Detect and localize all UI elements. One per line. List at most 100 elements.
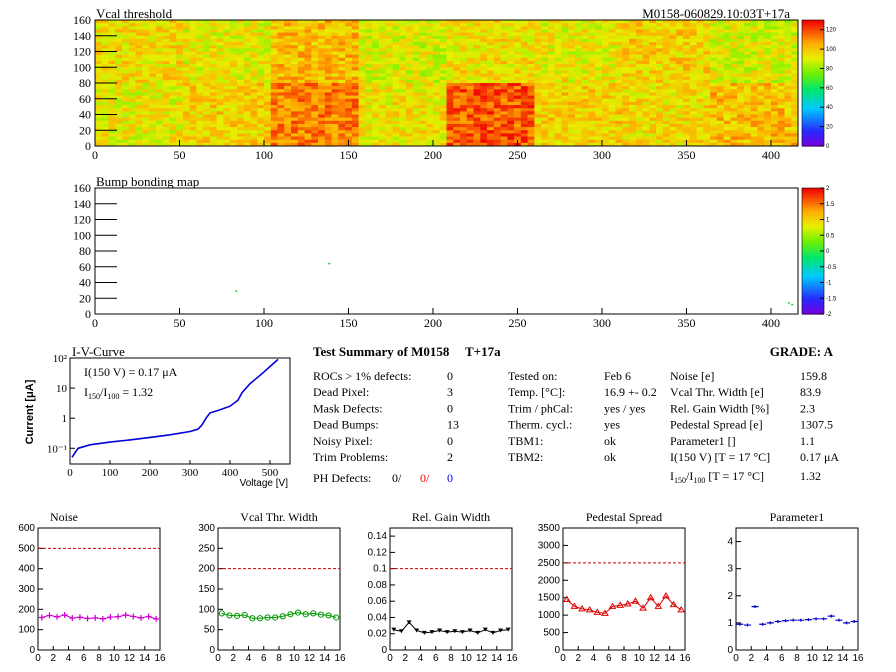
vcal-cell bbox=[291, 60, 299, 65]
vcal-cell bbox=[737, 139, 745, 144]
defect-label: Dead Bumps: bbox=[313, 418, 379, 432]
vcal-cell bbox=[547, 89, 555, 93]
vcal-cell bbox=[311, 120, 319, 125]
vcal-cell bbox=[480, 111, 488, 115]
vcal-cell bbox=[642, 54, 650, 59]
y-tick-label: 0.02 bbox=[368, 629, 388, 640]
vcal-cell bbox=[169, 73, 177, 77]
vcal-cell bbox=[743, 26, 751, 30]
vcal-cell bbox=[595, 123, 603, 128]
vcal-cell bbox=[115, 117, 123, 122]
vcal-cell bbox=[291, 70, 299, 74]
vcal-cell bbox=[419, 86, 427, 90]
y-tick-label: 0.08 bbox=[368, 580, 388, 591]
vcal-cell bbox=[696, 20, 704, 24]
vcal-cell bbox=[203, 105, 211, 109]
vcal-cell bbox=[101, 64, 109, 68]
vcal-cell bbox=[412, 120, 420, 125]
color-scale-step bbox=[802, 106, 824, 109]
vcal-cell bbox=[284, 26, 292, 30]
vcal-cell bbox=[209, 83, 217, 87]
vcal-cell bbox=[466, 76, 474, 81]
vcal-cell bbox=[696, 133, 704, 137]
vcal-cell bbox=[189, 54, 197, 59]
vcal-cell bbox=[223, 45, 231, 49]
vcal-cell bbox=[385, 23, 393, 27]
vcal-cell bbox=[304, 32, 312, 37]
vcal-cell bbox=[588, 130, 596, 134]
vcal-cell bbox=[777, 79, 785, 84]
vcal-cell bbox=[635, 64, 643, 68]
vcal-cell bbox=[791, 86, 799, 90]
vcal-cell bbox=[784, 89, 792, 93]
vcal-cell bbox=[331, 57, 339, 62]
vcal-cell bbox=[291, 42, 299, 46]
vcal-cell bbox=[730, 35, 738, 40]
vcal-cell bbox=[784, 105, 792, 109]
roc-plot-title: Rel. Gain Width bbox=[412, 510, 490, 524]
vcal-cell bbox=[135, 57, 143, 62]
vcal-cell bbox=[574, 76, 582, 81]
data-point bbox=[475, 630, 481, 635]
vcal-cell bbox=[304, 92, 312, 96]
vcal-cell bbox=[574, 114, 582, 118]
vcal-cell bbox=[595, 139, 603, 144]
vcal-cell bbox=[656, 48, 664, 52]
data-point bbox=[69, 615, 76, 622]
vcal-cell bbox=[601, 127, 610, 131]
vcal-cell bbox=[737, 67, 745, 71]
vcal-cell bbox=[412, 95, 420, 100]
vcal-cell bbox=[514, 51, 522, 55]
vcal-cell bbox=[554, 89, 562, 93]
vcal-cell bbox=[743, 60, 751, 65]
color-scale-step bbox=[802, 269, 824, 273]
vcal-cell bbox=[338, 89, 346, 93]
vcal-cell bbox=[608, 95, 616, 100]
vcal-cell bbox=[622, 83, 630, 87]
vcal-cell bbox=[358, 108, 366, 112]
vcal-cell bbox=[541, 123, 549, 128]
vcal-cell bbox=[784, 32, 792, 37]
vcal-cell bbox=[135, 139, 143, 144]
vcal-cell bbox=[730, 51, 738, 55]
vcal-cell bbox=[757, 136, 765, 140]
color-scale-step bbox=[802, 22, 824, 25]
vcal-cell bbox=[203, 108, 211, 112]
vcal-cell bbox=[520, 26, 528, 30]
vcal-cell bbox=[263, 86, 272, 90]
vcal-cell bbox=[595, 48, 603, 52]
vcal-cell bbox=[534, 57, 542, 62]
vcal-cell bbox=[527, 133, 535, 137]
vcal-cell bbox=[358, 89, 366, 93]
x-tick-label: 2 bbox=[50, 653, 56, 664]
vcal-cell bbox=[561, 67, 569, 71]
vcal-cell bbox=[750, 35, 758, 40]
data-point bbox=[84, 615, 91, 622]
vcal-cell bbox=[203, 86, 211, 90]
vcal-cell bbox=[588, 23, 596, 27]
vcal-cell bbox=[311, 35, 319, 40]
vcal-cell bbox=[149, 45, 157, 49]
vcal-cell bbox=[263, 133, 272, 137]
vcal-cell bbox=[581, 117, 589, 122]
vcal-cell bbox=[203, 133, 211, 137]
data-point bbox=[233, 612, 241, 619]
vcal-cell bbox=[270, 48, 278, 52]
color-scale-step bbox=[802, 255, 824, 258]
vcal-cell bbox=[710, 83, 718, 87]
vcal-cell bbox=[270, 86, 278, 90]
vcal-cell bbox=[514, 60, 522, 65]
vcal-cell bbox=[412, 60, 420, 65]
vcal-cell bbox=[324, 32, 332, 37]
vcal-cell bbox=[656, 26, 664, 30]
vcal-cell bbox=[311, 76, 319, 81]
vcal-cell bbox=[554, 95, 562, 100]
vcal-cell bbox=[176, 73, 184, 77]
x-tick-label: 12 bbox=[649, 653, 661, 664]
vcal-cell bbox=[568, 120, 576, 125]
vcal-cell bbox=[662, 48, 670, 52]
vcal-cell bbox=[770, 57, 779, 62]
vcal-cell bbox=[676, 105, 684, 109]
